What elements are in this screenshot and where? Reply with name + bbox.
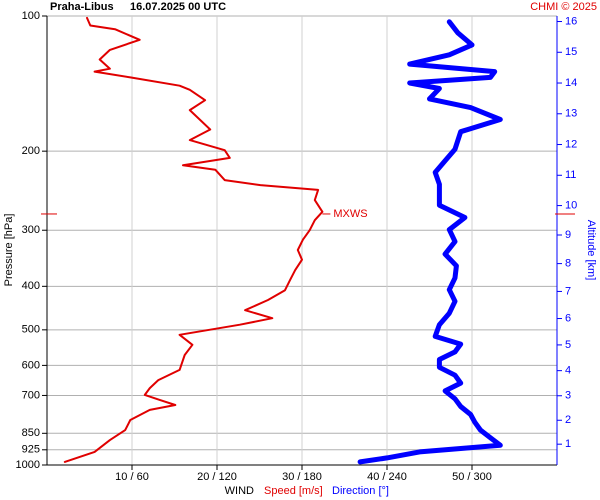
y2-tick-label: 8 bbox=[565, 258, 571, 270]
x-tick-label: 50 / 300 bbox=[452, 471, 492, 483]
y-tick-label: 100 bbox=[22, 10, 40, 22]
y2-tick-label: 11 bbox=[565, 169, 576, 181]
y-tick-label: 300 bbox=[22, 224, 40, 236]
y-tick-label: 600 bbox=[22, 359, 40, 371]
y2-tick-label: 4 bbox=[565, 365, 571, 377]
y-tick-label: 200 bbox=[22, 145, 40, 157]
x-tick-label: 20 / 120 bbox=[197, 471, 237, 483]
y2-tick-label: 10 bbox=[565, 199, 577, 211]
y2-axis-label: Altitude [km] bbox=[585, 220, 597, 281]
y2-tick-label: 15 bbox=[565, 46, 577, 58]
y-axis-label: Pressure [hPa] bbox=[3, 214, 15, 287]
y-tick-label: 925 bbox=[22, 444, 40, 456]
y-tick-label: 400 bbox=[22, 280, 40, 292]
x-tick-label: 40 / 240 bbox=[367, 471, 407, 483]
y2-tick-label: 5 bbox=[565, 339, 571, 351]
y2-tick-label: 14 bbox=[565, 77, 577, 89]
x-tick-label: 30 / 180 bbox=[282, 471, 322, 483]
y2-tick-label: 7 bbox=[565, 285, 571, 297]
wind-line bbox=[63, 16, 324, 463]
y-tick-label: 850 bbox=[22, 427, 40, 439]
y2-tick-label: 9 bbox=[565, 229, 571, 241]
wind-line bbox=[357, 19, 503, 465]
y-tick-label: 500 bbox=[22, 324, 40, 336]
legend-entry: Direction [°] bbox=[332, 485, 389, 497]
y2-tick-label: 16 bbox=[565, 15, 577, 27]
legend-entry: Speed [m/s] bbox=[264, 485, 323, 497]
y2-tick-label: 3 bbox=[565, 390, 571, 402]
y2-tick-label: 2 bbox=[565, 414, 571, 426]
y2-tick-label: 1 bbox=[565, 438, 571, 450]
x-tick-label: 10 / 60 bbox=[115, 471, 149, 483]
y2-tick-label: 13 bbox=[565, 108, 577, 120]
y2-tick-label: 6 bbox=[565, 312, 571, 324]
chart-title: Praha-Libus bbox=[50, 1, 114, 13]
annotation: MXWS bbox=[333, 208, 367, 220]
x-axis-label: WIND bbox=[225, 485, 254, 497]
y-tick-label: 700 bbox=[22, 389, 40, 401]
y2-tick-label: 12 bbox=[565, 138, 577, 150]
chart-subtitle: 16.07.2025 00 UTC bbox=[130, 1, 226, 13]
credit: CHMI © 2025 bbox=[530, 1, 597, 13]
y-tick-label: 1000 bbox=[16, 459, 40, 471]
